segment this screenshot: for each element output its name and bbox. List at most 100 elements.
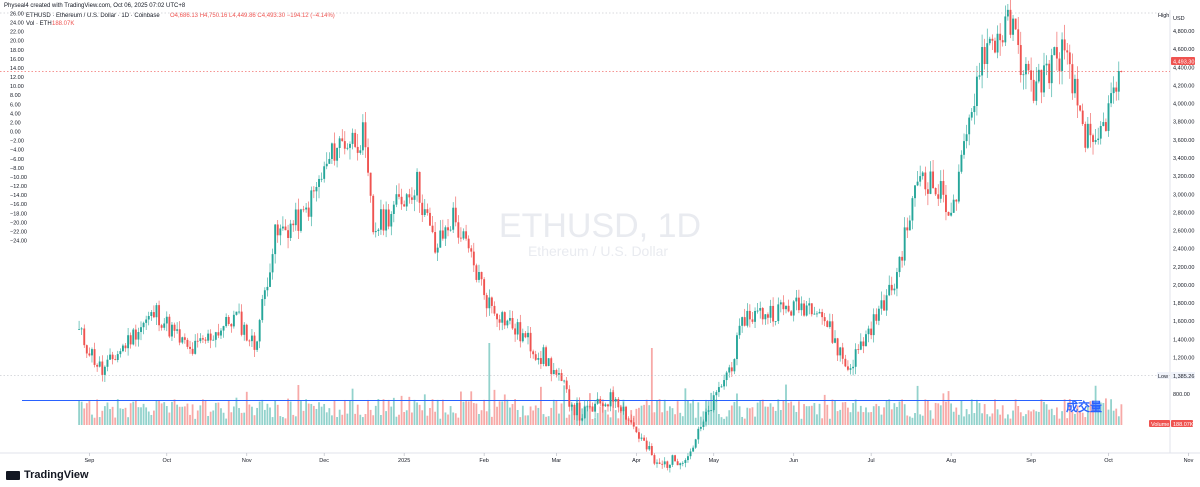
reference-lines [0, 12, 1170, 376]
candle-body [1058, 58, 1061, 71]
candle-body [163, 323, 166, 328]
volume-bar [256, 407, 258, 425]
candle-body [581, 418, 584, 421]
volume-bar [140, 407, 142, 425]
volume-bar [470, 391, 473, 425]
candle-body [702, 421, 705, 428]
time-tick-label: Sep [1026, 458, 1036, 464]
candle-body [532, 351, 535, 355]
candle-body [472, 251, 475, 266]
candle-body [318, 178, 320, 187]
volume-bar [398, 414, 400, 425]
volume-bar [400, 395, 403, 425]
volume-bar [498, 401, 501, 425]
volume-bar [643, 404, 645, 425]
symbol-title[interactable]: ETHUSD · Ethereum / U.S. Dollar · 1D · C… [26, 13, 160, 19]
volume-bar [723, 418, 725, 425]
candle-body [436, 247, 439, 253]
candle-body [565, 380, 568, 390]
candle-body [586, 406, 589, 408]
candle-body [1117, 71, 1120, 92]
candle-body [341, 138, 344, 142]
candle-body [374, 231, 377, 233]
candle-body [983, 47, 986, 65]
volume-bar [106, 402, 109, 425]
candle-body [447, 227, 449, 231]
candle-body [1048, 63, 1051, 84]
volume-bar [506, 399, 509, 425]
volume-bar [168, 412, 171, 425]
volume-bar [934, 402, 937, 425]
volume-bar [857, 411, 860, 425]
candle-body [266, 286, 269, 291]
volume-bar [132, 401, 135, 425]
volume-bar [204, 400, 207, 425]
volume-bar [867, 412, 870, 425]
candle-body [78, 329, 81, 331]
volume-bar [880, 414, 883, 425]
candle-body [743, 317, 746, 326]
volume-bar [743, 418, 746, 425]
volume-bar [813, 402, 816, 425]
candle-body [947, 212, 950, 216]
volume-bar [877, 406, 880, 425]
time-tick-label: May [709, 458, 720, 464]
left-tick-label: −20.00 [10, 220, 27, 226]
candle-body [421, 202, 424, 216]
volume-bar [1074, 413, 1076, 425]
left-tick-label: 4.00 [10, 111, 21, 117]
volume-bar [1014, 399, 1017, 425]
volume-bar [808, 406, 811, 425]
volume-bar [903, 404, 906, 425]
volume-bar [994, 399, 996, 425]
candle-body [204, 339, 207, 341]
candle-body [516, 322, 519, 335]
candle-body [826, 321, 829, 327]
candle-body [478, 271, 480, 280]
candle-body [916, 181, 919, 186]
candle-body [668, 464, 671, 468]
volume-bar [955, 407, 958, 425]
candle-body [694, 439, 697, 448]
candle-body [870, 328, 873, 336]
right-tick-label: 1,600.00 [1173, 319, 1194, 325]
volume-annotation: 成交量 [1066, 399, 1102, 414]
volume-bar [772, 406, 774, 425]
candle-body [1079, 105, 1082, 111]
candle-body [782, 302, 785, 310]
volume-bar [258, 401, 261, 425]
volume-bar [733, 401, 736, 425]
volume-bar [779, 410, 782, 425]
volume-bar [436, 399, 439, 425]
volume-bar [999, 414, 1002, 425]
volume-bar [720, 417, 723, 425]
candle-body [635, 426, 638, 433]
left-tick-label: 26.00 [10, 12, 24, 18]
candle-body [792, 301, 795, 316]
candle-body [160, 325, 163, 328]
volume-bar [965, 409, 968, 425]
candle-body [640, 437, 643, 439]
volume-bar [519, 417, 522, 425]
volume-bar [171, 401, 173, 425]
volume-bar [976, 399, 978, 425]
candle-body [594, 403, 597, 412]
volume-bar [805, 406, 808, 425]
candle-body [274, 224, 277, 255]
candle-body [127, 335, 130, 349]
volume-bar [604, 409, 607, 425]
candle-body [387, 209, 390, 227]
volume-bar [521, 405, 524, 425]
volume-bar [890, 409, 893, 425]
candle-body [250, 335, 253, 342]
tradingview-logo[interactable]: TradingView [6, 469, 89, 481]
volume-bar [199, 405, 202, 425]
volume-bar [418, 404, 421, 425]
candle-body [818, 312, 821, 314]
volume-bar [338, 409, 341, 425]
candle-body [645, 440, 648, 450]
left-tick-label: −4.00 [10, 148, 24, 154]
volume-bar [916, 385, 919, 425]
candle-body [307, 207, 310, 217]
